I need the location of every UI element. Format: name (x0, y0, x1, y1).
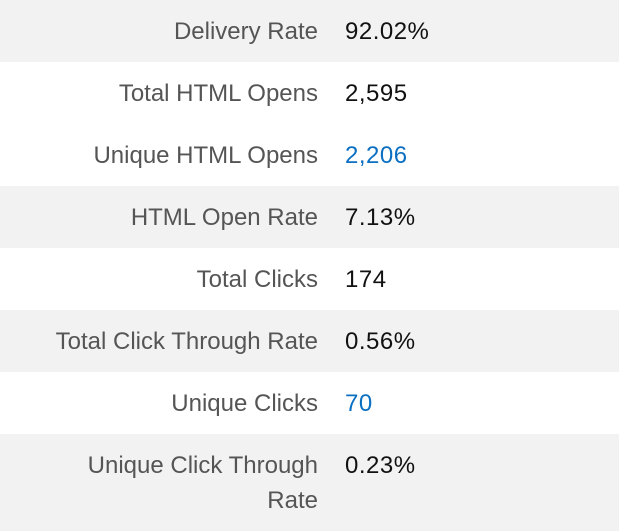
stat-value-unique-click-through-rate: 0.23% (345, 452, 416, 479)
stat-row-total-click-through-rate: Total Click Through Rate 0.56% (0, 310, 619, 372)
stat-value-total-click-through-rate: 0.56% (345, 327, 416, 355)
stat-row-delivery-rate: Delivery Rate 92.02% (0, 0, 619, 62)
stat-label-delivery-rate: Delivery Rate (173, 17, 318, 45)
stat-row-unique-clicks: Unique Clicks 70 (0, 372, 619, 434)
stat-label-unique-click-through-rate: Unique Click Through Rate (87, 452, 318, 514)
stat-label-total-html-opens: Total HTML Opens (118, 79, 318, 107)
stat-label-unique-html-opens: Unique HTML Opens (93, 141, 318, 169)
stat-row-unique-click-through-rate: Unique Click Through Rate 0.23% (0, 434, 619, 531)
stat-value-total-html-opens: 2,595 (345, 79, 408, 107)
stat-label-html-open-rate: HTML Open Rate (130, 203, 318, 231)
unique-clicks-link[interactable]: 70 (345, 389, 373, 417)
stat-label-total-click-through-rate: Total Click Through Rate (55, 327, 318, 355)
stat-label-total-clicks: Total Clicks (196, 265, 318, 293)
stat-row-total-html-opens: Total HTML Opens 2,595 (0, 62, 619, 124)
stat-value-total-clicks: 174 (345, 265, 387, 293)
stat-row-total-clicks: Total Clicks 174 (0, 248, 619, 310)
unique-html-opens-link[interactable]: 2,206 (345, 141, 408, 169)
stat-label-unique-clicks: Unique Clicks (171, 389, 318, 417)
stat-row-html-open-rate: HTML Open Rate 7.13% (0, 186, 619, 248)
stat-value-delivery-rate: 92.02% (345, 17, 430, 45)
stat-value-html-open-rate: 7.13% (345, 203, 416, 231)
stat-row-unique-html-opens: Unique HTML Opens 2,206 (0, 124, 619, 186)
